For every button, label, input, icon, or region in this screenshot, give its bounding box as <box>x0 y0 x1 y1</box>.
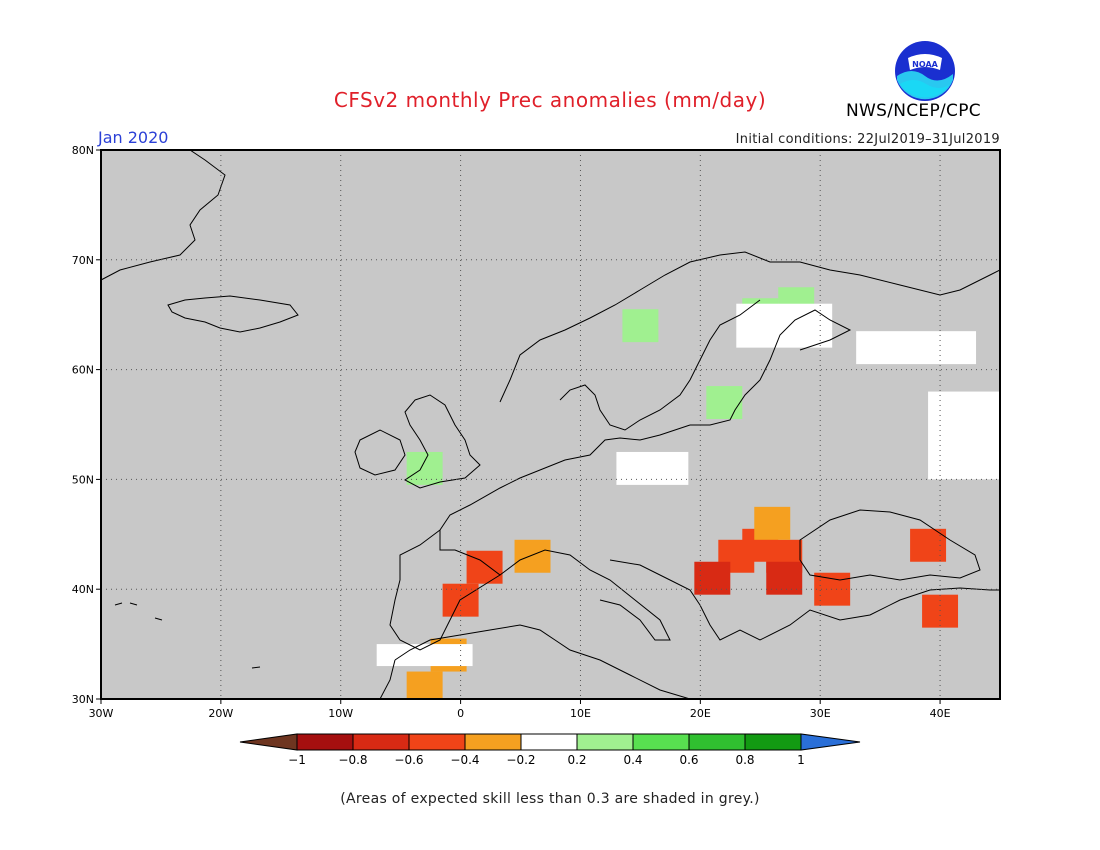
colorbar-label: −0.6 <box>394 753 423 767</box>
anomaly-cell <box>754 506 791 540</box>
colorbar-segment <box>576 733 634 751</box>
lat-label: 70N <box>72 254 94 267</box>
agency-label: NWS/NCEP/CPC <box>846 101 981 121</box>
coast-iceland <box>167 295 299 333</box>
anomaly-cell <box>814 572 851 606</box>
noaa-logo-icon: NOAA <box>895 41 955 101</box>
neutral-cell <box>928 391 1000 480</box>
coastlines <box>101 150 1000 699</box>
neutral-cell <box>856 331 977 365</box>
lat-label: 60N <box>72 364 94 377</box>
coast-adriatic <box>609 559 1000 641</box>
colorbar-label: 0.8 <box>735 753 754 767</box>
anomaly-cell <box>514 539 551 573</box>
colorbar: −1 −0.8 −0.6 −0.4 −0.2 0.2 0.4 0.6 0.8 1 <box>239 733 861 767</box>
lat-label: 80N <box>72 144 94 157</box>
lon-label: 20E <box>690 707 711 720</box>
colorbar-label: 0.6 <box>679 753 698 767</box>
lon-label: 40E <box>930 707 951 720</box>
anomaly-cell <box>922 594 959 628</box>
colorbar-segment <box>408 733 466 751</box>
lat-label: 40N <box>72 583 94 596</box>
coast-scandinavia <box>499 251 1000 403</box>
colorbar-label: −0.4 <box>450 753 479 767</box>
forecast-month: Jan 2020 <box>98 128 169 147</box>
colorbar-arrow-high <box>800 733 861 751</box>
anomaly-cell <box>406 671 443 699</box>
colorbar-arrow-low <box>239 733 298 751</box>
colorbar-segment <box>352 733 410 751</box>
colorbar-segment <box>520 733 578 751</box>
coast-continent <box>389 424 691 651</box>
colorbar-segment <box>296 733 354 751</box>
map-background <box>101 150 1000 699</box>
anomaly-cell <box>622 309 659 343</box>
coast-greenland <box>101 150 226 281</box>
coast-africa-west <box>379 659 396 699</box>
coast-baltic <box>690 309 852 426</box>
colorbar-label: 0.2 <box>567 753 586 767</box>
skill-note: (Areas of expected skill less than 0.3 a… <box>340 791 760 807</box>
anomaly-cell <box>694 561 731 595</box>
anomaly-cell <box>466 550 503 584</box>
lon-label: 10W <box>328 707 353 720</box>
coast-med-north <box>499 549 671 641</box>
coast-madeira <box>251 666 261 669</box>
anomaly-cell <box>766 561 803 595</box>
lat-label: 30N <box>72 693 94 706</box>
colorbar-label: −0.8 <box>338 753 367 767</box>
lon-label: 0 <box>457 707 464 720</box>
colorbar-label: −0.2 <box>506 753 535 767</box>
coast-ireland <box>354 429 406 476</box>
lat-label: 50N <box>72 473 94 486</box>
colorbar-segment <box>632 733 690 751</box>
svg-text:NOAA: NOAA <box>912 60 938 69</box>
neutral-cell <box>736 303 833 348</box>
anomaly-cell <box>406 451 443 485</box>
colorbar-segment <box>744 733 802 751</box>
initial-conditions: Initial conditions: 22Jul2019–31Jul2019 <box>735 132 1000 147</box>
colorbar-label: 0.4 <box>623 753 642 767</box>
map-title: CFSv2 monthly Prec anomalies (mm/day) <box>333 88 767 112</box>
coast-africa <box>394 624 691 699</box>
colorbar-label: 1 <box>797 753 805 767</box>
anomaly-cell <box>706 386 743 420</box>
map-frame <box>100 149 1001 700</box>
colorbar-label: −1 <box>288 753 306 767</box>
coast-britain <box>404 394 481 489</box>
coast-blacksea <box>799 509 981 581</box>
lon-label: 30E <box>810 707 831 720</box>
neutral-cell <box>616 451 689 485</box>
colorbar-segment <box>688 733 746 751</box>
neutral-cell <box>376 644 473 667</box>
coast-sweden <box>559 299 761 431</box>
coast-azores <box>114 602 163 621</box>
lon-label: 30W <box>89 707 114 720</box>
colorbar-segment <box>464 733 522 751</box>
lon-label: 10E <box>570 707 591 720</box>
axis-labels: 30W 20W 10W 0 10E 20E 30E 40E 30N 40N 50N 60N 70N 80N <box>72 144 951 720</box>
lon-label: 20W <box>208 707 233 720</box>
